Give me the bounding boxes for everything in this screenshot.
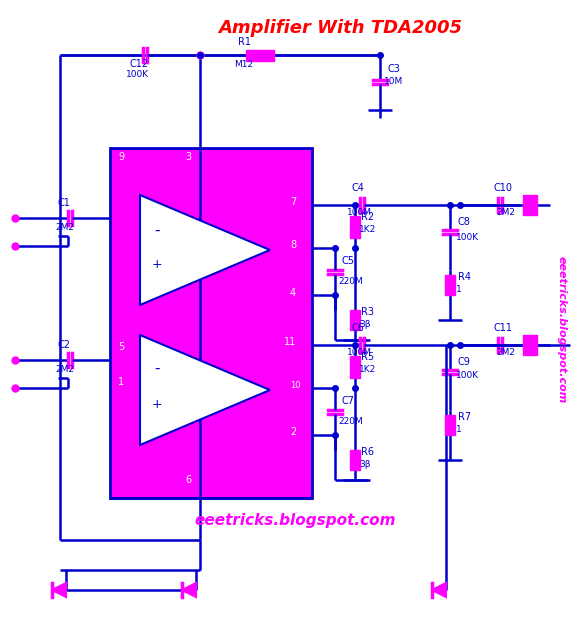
Text: 2M2: 2M2 <box>496 348 515 357</box>
Bar <box>246 49 274 61</box>
Text: C9: C9 <box>458 357 471 367</box>
Text: 100M: 100M <box>347 208 372 217</box>
Text: 1: 1 <box>456 425 462 434</box>
Text: 10M: 10M <box>384 77 403 86</box>
Text: 2M2: 2M2 <box>496 208 515 217</box>
Text: C1: C1 <box>58 198 71 208</box>
Text: R5: R5 <box>361 353 374 362</box>
Text: C5: C5 <box>341 256 354 266</box>
Text: R4: R4 <box>458 272 471 282</box>
Text: C4: C4 <box>352 183 365 193</box>
Polygon shape <box>432 583 446 597</box>
Text: 220M: 220M <box>338 417 363 426</box>
Text: 1: 1 <box>456 285 462 294</box>
Bar <box>350 216 360 237</box>
Text: 220M: 220M <box>338 277 363 286</box>
Text: eeetricks.blogspot.com: eeetricks.blogspot.com <box>194 513 396 527</box>
Text: 100K: 100K <box>456 233 479 242</box>
Text: 3: 3 <box>185 152 191 162</box>
Text: 2: 2 <box>290 427 296 437</box>
Text: 100K: 100K <box>126 70 149 79</box>
Text: C10: C10 <box>494 183 513 193</box>
Bar <box>445 415 455 435</box>
Text: C2: C2 <box>58 340 71 350</box>
Bar <box>350 450 360 470</box>
Text: 9: 9 <box>118 152 124 162</box>
Text: C11: C11 <box>494 323 513 333</box>
Text: +: + <box>151 399 162 412</box>
Bar <box>350 310 360 330</box>
Polygon shape <box>140 335 270 445</box>
Text: eeetricks.blogspot.com: eeetricks.blogspot.com <box>557 256 567 404</box>
Polygon shape <box>52 583 66 597</box>
Text: 2M2: 2M2 <box>55 365 74 374</box>
Text: 11: 11 <box>284 337 296 347</box>
Text: 3β: 3β <box>359 320 370 329</box>
Text: 3β: 3β <box>359 460 370 469</box>
Text: R7: R7 <box>458 412 471 422</box>
Bar <box>350 355 360 378</box>
Text: M12: M12 <box>234 60 253 69</box>
Text: C6: C6 <box>352 323 365 333</box>
Text: -: - <box>154 223 160 237</box>
Text: 10: 10 <box>290 381 301 390</box>
Polygon shape <box>140 195 270 305</box>
Text: R6: R6 <box>361 447 374 457</box>
Text: R1: R1 <box>238 37 251 47</box>
Text: 1K2: 1K2 <box>359 365 376 374</box>
Text: C7: C7 <box>341 396 354 406</box>
Text: 6: 6 <box>185 475 191 485</box>
Text: R3: R3 <box>361 307 374 317</box>
Bar <box>445 275 455 295</box>
Text: 1K2: 1K2 <box>359 225 376 234</box>
Text: -: - <box>154 360 160 376</box>
Text: 4: 4 <box>290 288 296 298</box>
Bar <box>523 195 537 215</box>
Text: R2: R2 <box>361 212 374 223</box>
Text: Amplifier With TDA2005: Amplifier With TDA2005 <box>218 19 462 37</box>
Bar <box>523 335 537 355</box>
Text: +: + <box>151 259 162 271</box>
Text: 100M: 100M <box>347 348 372 357</box>
Polygon shape <box>182 583 196 597</box>
Text: 5: 5 <box>118 342 124 352</box>
Text: C3: C3 <box>387 64 400 74</box>
Text: C8: C8 <box>458 217 471 227</box>
Text: 7: 7 <box>290 197 296 207</box>
Text: 100K: 100K <box>456 371 479 380</box>
Text: 2M2: 2M2 <box>55 223 74 232</box>
Bar <box>110 148 312 498</box>
Text: 1: 1 <box>118 377 124 387</box>
Text: 8: 8 <box>290 240 296 250</box>
Text: C12: C12 <box>130 59 149 69</box>
